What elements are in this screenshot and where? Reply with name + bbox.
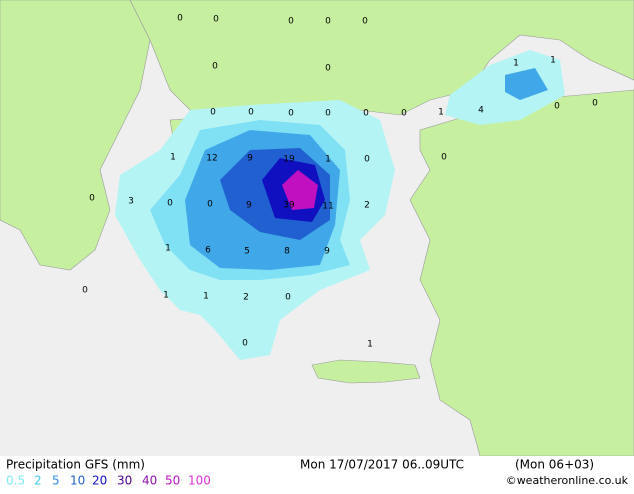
precip-value: 0: [212, 62, 218, 72]
legend-value: 5: [52, 474, 60, 488]
legend-value: 40: [142, 474, 157, 488]
precip-value: 0: [177, 14, 183, 24]
precip-value: 11: [322, 202, 333, 212]
legend-value: 0.5: [6, 474, 25, 488]
footer: [0, 456, 634, 490]
precip-value: 1: [170, 153, 176, 163]
run-info: (Mon 06+03): [515, 458, 594, 472]
precip-value: 0: [248, 108, 254, 118]
precip-value: 3: [128, 197, 134, 207]
precipitation: [115, 50, 565, 360]
precip-value: 1: [163, 291, 169, 301]
crete: [311, 359, 421, 384]
precip-value: 0: [325, 109, 331, 119]
precip-value: 0: [401, 109, 407, 119]
legend-value: 10: [70, 474, 85, 488]
turkey: [409, 89, 634, 457]
precip-value: 0: [554, 102, 560, 112]
precip-value: 0: [242, 339, 248, 349]
precip-value: 0: [363, 109, 369, 119]
precip-value: 1: [203, 292, 209, 302]
precip-value: 19: [283, 155, 295, 165]
precip-value: 6: [205, 246, 211, 256]
precip-value: 5: [244, 247, 250, 257]
map-labels: 0 0 0 0 00 0 1 10 0 0 0 0 0 1 4 0 01 12 9 19 1 0 00 3 0 0 9 39 11 21 6…: [82, 14, 598, 350]
balkans: [129, 0, 634, 121]
precip-value: 0: [210, 108, 216, 118]
precip-value: 4: [478, 106, 484, 116]
precip-value: 0: [285, 293, 291, 303]
precip-value: 0: [82, 286, 88, 296]
precip-value: 2: [364, 201, 370, 211]
precip-value: 1: [438, 108, 444, 118]
precip-value: 0: [325, 17, 331, 27]
credit: ©weatheronline.co.uk: [506, 474, 629, 487]
precip-40: [282, 170, 318, 210]
map-title: Precipitation GFS (mm): [6, 458, 145, 472]
precip-value: 0: [288, 17, 294, 27]
legend: 0.5 2 5 10 20 30 40 50 100: [6, 474, 211, 488]
valid-time: Mon 17/07/2017 06..09UTC: [300, 458, 464, 472]
precip-5: [505, 68, 548, 100]
precip-value: 0: [592, 99, 598, 109]
legend-value: 100: [188, 474, 211, 488]
precip-value: 9: [324, 247, 330, 257]
precip-value: 0: [441, 153, 447, 163]
precip-value: 1: [550, 56, 556, 66]
precip-value: 2: [243, 293, 249, 303]
precip-value: 1: [165, 244, 171, 254]
precip-value: 9: [246, 201, 252, 211]
precip-value: 8: [284, 247, 290, 257]
precip-value: 0: [288, 109, 294, 119]
precip-value: 1: [325, 155, 331, 165]
precip-value: 0: [325, 64, 331, 74]
precip-value: 0: [207, 200, 213, 210]
precip-value: 1: [367, 340, 373, 350]
precip-value: 0: [167, 199, 173, 209]
precip-value: 1: [513, 59, 519, 69]
precip-value: 0: [364, 155, 370, 165]
legend-value: 2: [34, 474, 42, 488]
precip-value: 0: [213, 15, 219, 25]
precip-value: 0: [362, 17, 368, 27]
precip-value: 12: [206, 154, 217, 164]
precip-value: 39: [283, 201, 295, 211]
legend-value: 30: [117, 474, 132, 488]
legend-value: 50: [165, 474, 180, 488]
precip-value: 0: [89, 194, 95, 204]
legend-value: 20: [92, 474, 107, 488]
precip-value: 9: [247, 154, 253, 164]
